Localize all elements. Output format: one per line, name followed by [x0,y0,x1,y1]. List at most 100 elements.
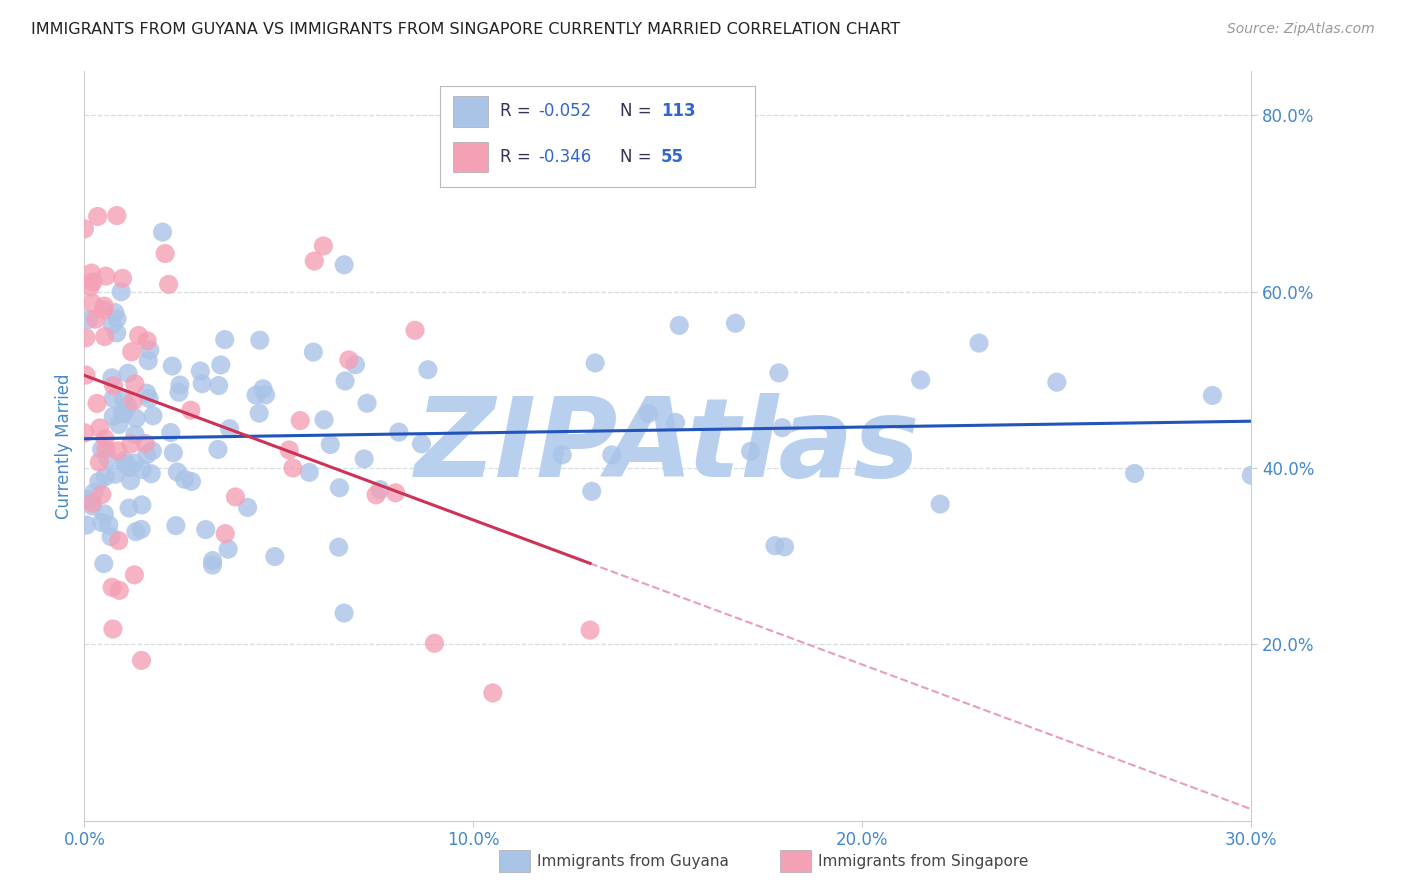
Point [104,467,127,482]
Point [135,448,157,462]
Point [101,371,124,385]
Point [94,269,117,284]
Point [93,302,115,317]
Point [201,558,224,573]
Text: ZIPAtlas: ZIPAtlas [415,392,921,500]
Point [97,451,120,466]
Point [637,407,659,421]
Point [118,460,141,475]
Point [108,417,131,432]
Point [89,421,111,435]
Text: Immigrants from Guyana: Immigrants from Guyana [537,855,728,869]
Point [1240,468,1263,483]
Point [423,636,446,650]
Point [929,497,952,511]
Point [93,507,115,521]
Point [328,540,350,554]
Point [141,444,163,458]
Point [94,442,117,456]
Point [162,446,184,460]
Point [740,444,762,458]
Point [209,358,232,372]
Point [152,225,174,239]
Point [93,299,115,313]
Point [111,271,134,285]
Point [169,378,191,392]
Point [110,285,132,299]
Point [165,518,187,533]
Point [967,336,990,351]
Point [90,516,112,530]
Point [773,540,796,554]
Point [214,333,236,347]
Point [583,356,606,370]
Point [128,328,150,343]
Point [105,311,128,326]
Point [107,533,129,548]
Point [208,378,231,392]
Point [86,210,108,224]
Point [724,316,747,330]
Point [770,420,793,434]
Point [80,496,103,510]
Point [664,416,686,430]
Point [411,437,433,451]
Point [73,222,96,236]
Point [101,409,124,424]
Point [153,246,176,260]
Point [75,331,97,345]
Point [86,396,108,410]
Point [356,396,378,410]
Point [236,500,259,515]
Point [105,209,128,223]
Point [101,318,124,332]
Text: Source: ZipAtlas.com: Source: ZipAtlas.com [1227,22,1375,37]
Point [107,443,129,458]
Point [188,364,211,378]
Point [93,557,115,571]
Point [254,388,277,402]
Point [333,258,356,272]
Text: IMMIGRANTS FROM GUYANA VS IMMIGRANTS FROM SINGAPORE CURRENTLY MARRIED CORRELATIO: IMMIGRANTS FROM GUYANA VS IMMIGRANTS FRO… [31,22,900,37]
Point [114,453,136,467]
Point [84,312,107,326]
Point [1201,388,1223,402]
Point [288,413,311,427]
Point [101,580,124,594]
Point [77,312,100,326]
Point [1046,375,1069,389]
Point [131,653,153,667]
Point [201,553,224,567]
Point [90,442,112,457]
Point [121,344,143,359]
Point [77,492,100,507]
Point [214,526,236,541]
Point [281,461,304,475]
Point [368,483,391,497]
Point [344,358,367,372]
Point [103,378,125,392]
Point [100,530,122,544]
Point [312,239,335,253]
Point [366,488,388,502]
Point [101,622,124,636]
Point [247,406,270,420]
Point [73,425,96,440]
Point [319,437,342,451]
Point [124,427,146,442]
Point [337,352,360,367]
Point [141,467,163,481]
Point [910,373,932,387]
Point [180,403,202,417]
Point [118,501,141,516]
Point [124,567,146,582]
Point [157,277,180,292]
Point [112,392,135,406]
Point [224,490,246,504]
Point [75,368,97,382]
Point [111,405,134,419]
Point [136,334,159,348]
Point [194,523,217,537]
Point [93,329,115,343]
Point [90,487,112,501]
